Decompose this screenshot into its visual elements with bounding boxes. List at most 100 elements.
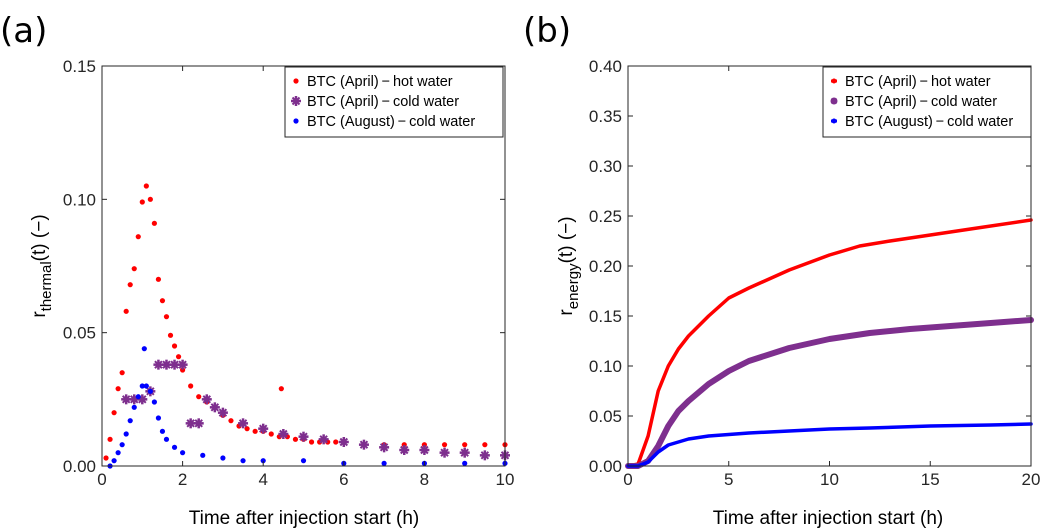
data-point — [127, 418, 133, 424]
x-tick-label: 10 — [820, 470, 839, 489]
legend-swatch — [291, 96, 301, 106]
data-point — [441, 442, 448, 448]
x-tick-label: 8 — [420, 470, 429, 489]
y-tick-label: 0.05 — [589, 407, 622, 426]
legend-label: BTC (August) − cold water — [845, 114, 1013, 130]
data-point — [147, 388, 153, 394]
data-point — [131, 266, 137, 272]
data-point — [163, 436, 170, 442]
legend: BTC (April) − hot water BTC (April) − col… — [284, 66, 504, 138]
legend-swatch-dot — [830, 97, 838, 105]
data-point — [196, 394, 202, 400]
data-point — [268, 431, 274, 437]
x-tick-label: 10 — [496, 470, 515, 489]
data-point — [159, 428, 166, 434]
data-point — [479, 450, 490, 461]
legend-label: BTC (April) − cold water — [307, 94, 459, 110]
y-tick-label: 0.30 — [589, 157, 622, 176]
data-point — [119, 442, 125, 448]
data-point — [193, 418, 204, 429]
legend-label: BTC (August) − cold water — [307, 114, 475, 130]
y-tick-label: 0.05 — [63, 324, 96, 343]
data-point — [103, 455, 109, 461]
data-point — [439, 447, 450, 458]
data-point — [123, 308, 129, 314]
y-tick-label: 0.00 — [589, 457, 622, 476]
data-point — [131, 404, 137, 410]
x-tick-label: 20 — [1022, 470, 1041, 489]
legend-swatch — [293, 118, 299, 124]
panel-b-chart: 0 5 10 15 20 0.00 0.05 0.10 0.15 0.20 0.25 0.30 0.35… — [556, 57, 1040, 529]
data-point — [298, 431, 309, 442]
data-point — [143, 383, 149, 389]
data-point — [139, 199, 145, 205]
data-point — [358, 439, 369, 450]
data-point — [338, 437, 349, 447]
data-point — [119, 370, 125, 376]
data-point — [135, 394, 141, 400]
series-0 — [626, 218, 1033, 468]
data-point — [318, 434, 329, 445]
data-point — [228, 418, 234, 424]
panel-a-chart: 0 2 4 6 8 10 0.00 0.05 0.10 0.15 Time after inject… — [29, 57, 514, 529]
legend-box — [284, 66, 504, 138]
y-axis-title: renergy(t) (−) — [556, 216, 582, 315]
panel-a-label: (a) — [0, 11, 47, 51]
data-point — [462, 460, 468, 466]
data-point — [201, 394, 212, 405]
data-point — [161, 359, 172, 370]
y-tick-label: 0.10 — [63, 190, 96, 209]
data-point — [333, 439, 339, 445]
data-point — [123, 431, 129, 437]
data-point — [200, 452, 206, 458]
data-point — [151, 220, 157, 226]
series-1 — [625, 317, 1034, 469]
x-tick-label: 0 — [97, 470, 106, 489]
data-point — [217, 407, 228, 418]
data-point — [147, 196, 153, 202]
legend-swatch-dot — [831, 78, 837, 84]
series-1 — [121, 359, 510, 461]
data-point — [258, 423, 269, 434]
data-point — [220, 455, 226, 461]
data-point — [401, 442, 407, 448]
y-tick-label: 0.25 — [589, 207, 622, 226]
series-2 — [107, 346, 508, 469]
data-point — [159, 298, 166, 304]
data-point — [139, 383, 145, 389]
y-axis-title: rthermal(t) (−) — [29, 214, 55, 317]
data-point — [278, 429, 289, 439]
data-point — [167, 332, 174, 338]
y-tick-label: 0.20 — [589, 257, 622, 276]
data-point — [171, 444, 178, 450]
data-point — [240, 458, 246, 464]
data-point — [419, 445, 430, 455]
data-point — [188, 383, 194, 389]
data-point — [209, 402, 220, 413]
data-point — [421, 442, 427, 448]
data-point — [175, 354, 182, 360]
y-tick-label: 0.35 — [589, 107, 622, 126]
plot-frame — [101, 65, 506, 467]
data-point — [107, 436, 113, 442]
data-point — [127, 282, 133, 288]
x-axis-title: Time after injection start (h) — [713, 508, 944, 529]
series-line — [626, 218, 1033, 468]
y-tick-label: 0.10 — [589, 357, 622, 376]
data-point — [379, 442, 390, 453]
data-point — [300, 458, 307, 464]
data-point — [155, 415, 162, 421]
data-point — [308, 439, 315, 445]
data-point — [238, 418, 249, 429]
data-point — [381, 460, 387, 466]
y-tick-label: 0.00 — [63, 457, 96, 476]
series-line — [625, 317, 1034, 469]
data-point — [180, 450, 186, 456]
y-tick-label: 0.15 — [63, 57, 96, 76]
series-line — [626, 422, 1033, 468]
data-point — [163, 314, 170, 320]
y-tick-label: 0.40 — [589, 57, 622, 76]
legend-label: BTC (April) − hot water — [307, 74, 453, 90]
legend-label: BTC (April) − cold water — [845, 94, 997, 110]
x-axis-title: Time after injection start (h) — [189, 508, 420, 529]
